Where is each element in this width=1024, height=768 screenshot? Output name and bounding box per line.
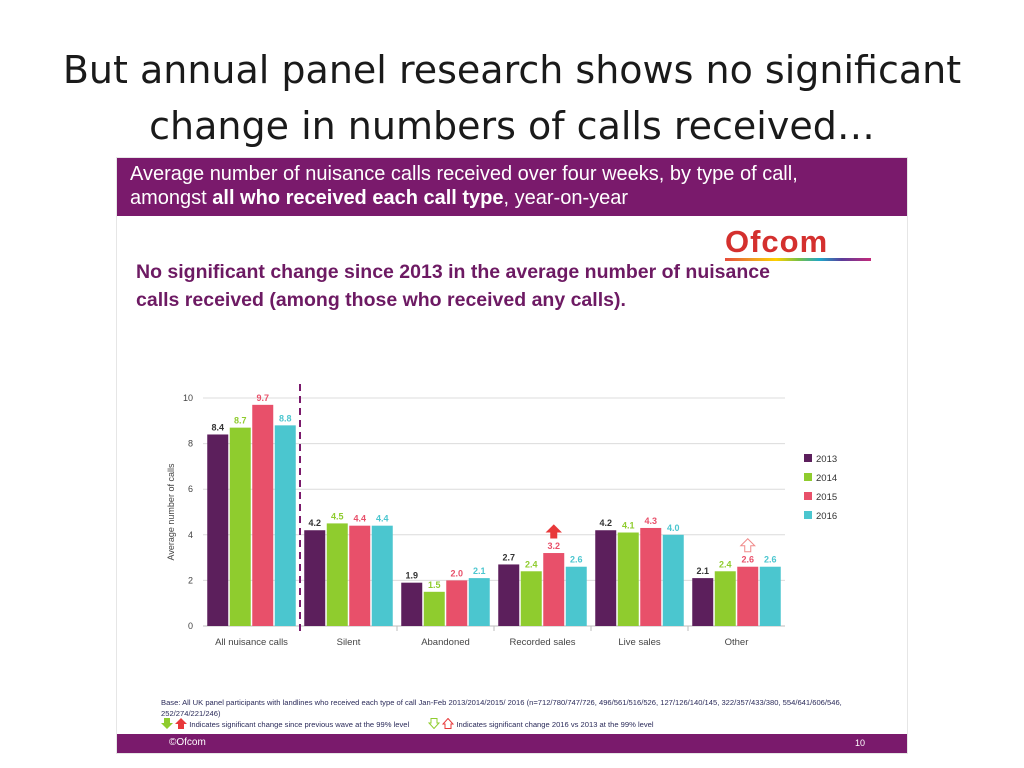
down-arrow-green-icon — [161, 718, 173, 732]
ofcom-logo-stripe — [725, 258, 871, 261]
legend-label-2016: 2016 — [816, 511, 837, 522]
data-label-live-sales-2014: 4.1 — [622, 521, 635, 531]
bar-live-sales-2015 — [640, 527, 662, 626]
data-label-recorded-sales-2014: 2.4 — [525, 559, 538, 569]
slide-title: But annual panel research shows no signi… — [0, 42, 1024, 154]
footer-copyright: ©Ofcom — [169, 737, 206, 748]
bar-abandoned-2015 — [446, 580, 468, 626]
data-label-live-sales-2016: 4.0 — [667, 523, 680, 533]
bar-other-2015 — [737, 566, 759, 626]
bar-silent-2014 — [326, 523, 348, 626]
legend-label-2013: 2013 — [816, 454, 837, 465]
header-text-pre: amongst — [130, 187, 213, 209]
bar-silent-2016 — [371, 525, 393, 626]
y-tick-label: 0 — [188, 621, 193, 631]
footer-page-number: 10 — [854, 738, 865, 748]
base-note: Base: All UK panel participants with lan… — [161, 698, 842, 718]
data-label-recorded-sales-2015: 3.2 — [547, 541, 560, 551]
bar-all-nuisance-calls-2015 — [252, 404, 274, 626]
x-tick-label-other: Other — [725, 637, 749, 648]
bar-all-nuisance-calls-2013 — [207, 434, 229, 626]
data-label-live-sales-2013: 4.2 — [599, 518, 612, 528]
x-tick-label-silent: Silent — [337, 637, 361, 648]
subheading-line-1: No significant change since 2013 in the … — [136, 261, 770, 283]
bar-other-2014 — [714, 571, 736, 626]
significance-up-arrow-icon — [545, 524, 562, 539]
bar-abandoned-2014 — [423, 591, 445, 626]
bar-live-sales-2014 — [617, 532, 639, 626]
significance-legend: Indicates significant change since previ… — [161, 717, 901, 732]
x-tick-label-all-nuisance-calls: All nuisance calls — [215, 637, 288, 648]
data-label-other-2014: 2.4 — [719, 559, 732, 569]
subheading-line-2: calls received (among those who received… — [136, 289, 626, 311]
significance-note-vs-2013: Indicates significant change 2016 vs 201… — [456, 720, 654, 729]
slide-title-line-2: change in numbers of calls received… — [149, 104, 875, 148]
data-label-other-2016: 2.6 — [764, 555, 777, 565]
header-text-post: , year-on-year — [503, 187, 629, 209]
data-label-abandoned-2014: 1.5 — [428, 580, 441, 590]
bar-abandoned-2013 — [401, 582, 423, 626]
ofcom-logo: Ofcom — [725, 224, 871, 261]
data-label-all-nuisance-calls-2015: 9.7 — [256, 393, 269, 403]
y-axis-label: Average number of calls — [166, 463, 176, 560]
bar-live-sales-2016 — [662, 534, 684, 626]
data-label-silent-2016: 4.4 — [376, 514, 389, 524]
y-tick-label: 10 — [183, 393, 193, 403]
bar-recorded-sales-2014 — [520, 571, 542, 626]
y-tick-label: 8 — [188, 439, 193, 449]
bar-other-2016 — [759, 566, 781, 626]
bar-live-sales-2013 — [595, 530, 617, 626]
bar-recorded-sales-2016 — [565, 566, 587, 626]
data-label-silent-2014: 4.5 — [331, 511, 344, 521]
significance-up-arrow-icon — [739, 538, 756, 553]
data-label-all-nuisance-calls-2016: 8.8 — [279, 413, 292, 423]
bar-recorded-sales-2015 — [543, 553, 565, 626]
bar-abandoned-2016 — [468, 578, 490, 626]
data-label-all-nuisance-calls-2014: 8.7 — [234, 416, 247, 426]
bar-recorded-sales-2013 — [498, 564, 520, 626]
panel-header: Average number of nuisance calls receive… — [117, 158, 907, 216]
chart-panel: Average number of nuisance calls receive… — [117, 158, 907, 753]
data-label-silent-2015: 4.4 — [353, 514, 366, 524]
x-tick-label-live-sales: Live sales — [618, 637, 660, 648]
legend-swatch-2013 — [804, 454, 812, 462]
data-label-abandoned-2016: 2.1 — [473, 566, 486, 576]
bar-chart: 0 2 4 6 8 10 Average number of calls 8.4 8.7 9.7 8… — [166, 384, 837, 648]
panel-footer: ©Ofcom 10 — [117, 734, 907, 753]
header-text-bold: all who received each call type — [212, 187, 504, 209]
legend-label-2014: 2014 — [816, 473, 837, 484]
bar-all-nuisance-calls-2016 — [274, 425, 296, 626]
bar-all-nuisance-calls-2014 — [229, 427, 251, 626]
data-label-other-2013: 2.1 — [696, 566, 709, 576]
data-label-silent-2013: 4.2 — [308, 518, 321, 528]
legend-label-2015: 2015 — [816, 492, 837, 503]
up-arrow-red-icon — [175, 718, 188, 732]
data-label-all-nuisance-calls-2013: 8.4 — [211, 422, 224, 432]
data-label-abandoned-2015: 2.0 — [450, 568, 463, 578]
data-label-recorded-sales-2016: 2.6 — [570, 555, 583, 565]
panel-header-line-1: Average number of nuisance calls receive… — [130, 163, 798, 185]
y-tick-label: 4 — [188, 530, 193, 540]
bar-other-2013 — [692, 578, 714, 626]
data-label-abandoned-2013: 1.9 — [405, 571, 418, 581]
data-label-other-2015: 2.6 — [741, 555, 754, 565]
bar-silent-2015 — [349, 525, 371, 626]
bar-silent-2013 — [304, 530, 326, 626]
y-tick-label: 6 — [188, 484, 193, 494]
data-label-live-sales-2015: 4.3 — [644, 516, 657, 526]
data-label-recorded-sales-2013: 2.7 — [502, 552, 515, 562]
y-tick-label: 2 — [188, 575, 193, 585]
significance-note-prev-wave: Indicates significant change since previ… — [189, 720, 410, 729]
down-arrow-outline-green-icon — [428, 718, 441, 732]
legend-swatch-2016 — [804, 511, 812, 519]
panel-header-line-2: amongst all who received each call type,… — [130, 186, 628, 210]
legend-swatch-2014 — [804, 473, 812, 481]
x-tick-label-recorded-sales: Recorded sales — [509, 637, 575, 648]
chart-subheading: No significant change since 2013 in the … — [136, 258, 896, 314]
x-tick-label-abandoned: Abandoned — [421, 637, 470, 648]
ofcom-logo-text: Ofcom — [725, 224, 829, 259]
up-arrow-outline-red-icon — [442, 717, 455, 732]
legend-swatch-2015 — [804, 492, 812, 500]
slide-title-line-1: But annual panel research shows no signi… — [62, 48, 962, 92]
